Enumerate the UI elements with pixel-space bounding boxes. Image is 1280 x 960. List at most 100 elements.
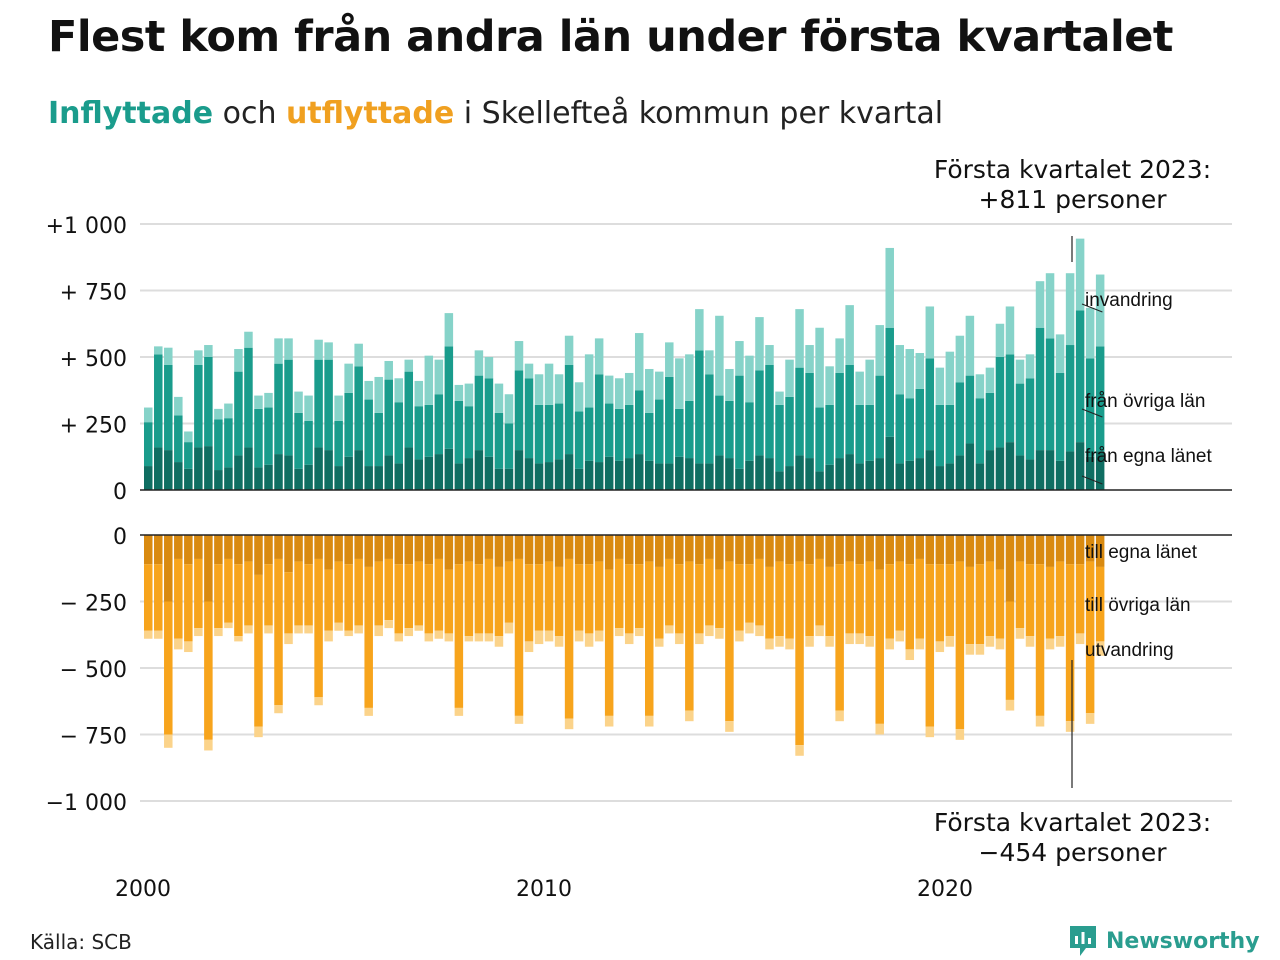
bar-outflow-2 xyxy=(775,636,784,647)
bar-inflow-2 xyxy=(224,403,233,419)
bar-inflow-1 xyxy=(905,398,915,461)
bar-inflow-0 xyxy=(665,463,674,490)
bar-inflow-2 xyxy=(645,368,654,413)
bar-outflow-2 xyxy=(955,729,965,740)
bar-inflow-0 xyxy=(935,466,945,490)
bar-outflow-1 xyxy=(354,558,363,626)
bar-inflow-0 xyxy=(144,466,153,490)
bar-inflow-1 xyxy=(1035,327,1045,451)
bar-outflow-0 xyxy=(715,535,724,570)
bar-inflow-1 xyxy=(274,363,283,455)
bar-outflow-1 xyxy=(915,558,925,639)
bar-outflow-2 xyxy=(634,628,644,637)
bar-inflow-0 xyxy=(474,450,484,490)
bar-inflow-0 xyxy=(264,464,273,490)
bar-inflow-2 xyxy=(354,343,363,367)
bar-outflow-0 xyxy=(424,535,434,565)
bar-inflow-2 xyxy=(725,368,734,401)
bar-inflow-1 xyxy=(594,374,604,463)
bar-outflow-1 xyxy=(334,561,343,623)
bar-outflow-2 xyxy=(845,633,854,645)
bar-inflow-1 xyxy=(705,374,714,464)
bar-outflow-0 xyxy=(204,535,213,602)
brand-logo[interactable]: Newsworthy xyxy=(1068,924,1260,958)
annotation-top: Första kvartalet 2023: +811 personer xyxy=(930,155,1215,215)
bar-outflow-2 xyxy=(184,641,193,653)
bar-outflow-2 xyxy=(695,633,704,645)
bar-inflow-2 xyxy=(474,350,484,376)
bar-inflow-2 xyxy=(614,378,624,409)
bar-inflow-2 xyxy=(975,374,985,399)
bar-inflow-0 xyxy=(364,466,373,490)
bar-inflow-2 xyxy=(164,347,173,365)
bar-outflow-0 xyxy=(685,535,694,562)
bar-outflow-1 xyxy=(464,561,474,637)
bar-inflow-0 xyxy=(184,468,193,490)
bar-inflow-1 xyxy=(604,403,614,457)
bar-outflow-2 xyxy=(474,633,484,642)
bar-inflow-1 xyxy=(1005,354,1015,443)
bar-inflow-0 xyxy=(1065,451,1075,490)
bar-inflow-2 xyxy=(845,305,854,365)
bar-inflow-2 xyxy=(745,355,754,403)
bar-inflow-0 xyxy=(214,470,223,490)
bar-inflow-0 xyxy=(424,456,434,490)
bar-inflow-2 xyxy=(935,367,945,405)
bar-inflow-0 xyxy=(755,455,764,490)
bar-outflow-2 xyxy=(274,705,283,714)
bar-inflow-1 xyxy=(1015,383,1025,456)
bar-outflow-1 xyxy=(1075,564,1085,634)
bar-outflow-1 xyxy=(725,561,734,722)
bar-outflow-2 xyxy=(404,628,414,637)
bar-outflow-1 xyxy=(184,564,193,642)
bar-outflow-1 xyxy=(875,569,884,724)
bar-inflow-0 xyxy=(945,463,955,490)
bar-outflow-0 xyxy=(624,535,634,565)
bar-outflow-0 xyxy=(935,535,945,565)
bar-inflow-1 xyxy=(304,420,313,465)
bar-inflow-2 xyxy=(364,380,373,400)
bar-outflow-2 xyxy=(454,707,464,716)
bar-outflow-0 xyxy=(805,535,814,565)
bar-inflow-2 xyxy=(174,396,183,416)
bar-inflow-2 xyxy=(624,372,634,405)
bar-outflow-0 xyxy=(334,535,343,562)
bar-outflow-0 xyxy=(364,535,373,567)
bar-outflow-2 xyxy=(544,630,554,642)
bar-inflow-0 xyxy=(564,454,574,490)
bar-inflow-0 xyxy=(905,460,915,490)
bar-outflow-0 xyxy=(394,535,403,565)
bar-inflow-0 xyxy=(514,450,524,490)
bar-inflow-2 xyxy=(384,360,393,380)
bar-outflow-2 xyxy=(825,636,834,647)
bar-inflow-2 xyxy=(895,345,904,395)
bar-outflow-1 xyxy=(955,561,965,730)
bar-outflow-0 xyxy=(1055,535,1065,562)
bar-outflow-0 xyxy=(144,535,153,565)
bar-inflow-1 xyxy=(314,359,323,448)
bar-inflow-0 xyxy=(294,468,303,490)
bar-outflow-2 xyxy=(975,644,985,655)
bar-inflow-2 xyxy=(795,309,804,368)
bar-outflow-2 xyxy=(324,630,333,642)
bar-inflow-2 xyxy=(815,327,824,408)
bar-outflow-2 xyxy=(614,628,624,637)
bar-outflow-2 xyxy=(685,710,694,722)
bar-inflow-1 xyxy=(685,400,694,459)
bar-inflow-1 xyxy=(234,371,243,456)
bar-outflow-0 xyxy=(514,535,524,559)
bar-inflow-2 xyxy=(955,335,965,383)
bar-outflow-2 xyxy=(875,723,884,735)
series-label-leader xyxy=(1081,475,1103,485)
bar-inflow-2 xyxy=(945,351,955,405)
bar-outflow-2 xyxy=(234,636,243,642)
bar-outflow-2 xyxy=(384,620,393,629)
bar-inflow-0 xyxy=(825,464,834,490)
bar-outflow-1 xyxy=(524,564,534,642)
bar-inflow-1 xyxy=(995,357,1005,448)
bar-outflow-1 xyxy=(905,564,915,650)
bar-inflow-2 xyxy=(544,363,554,405)
bar-inflow-2 xyxy=(995,323,1005,357)
bar-outflow-0 xyxy=(274,535,283,559)
bar-inflow-0 xyxy=(434,454,444,490)
